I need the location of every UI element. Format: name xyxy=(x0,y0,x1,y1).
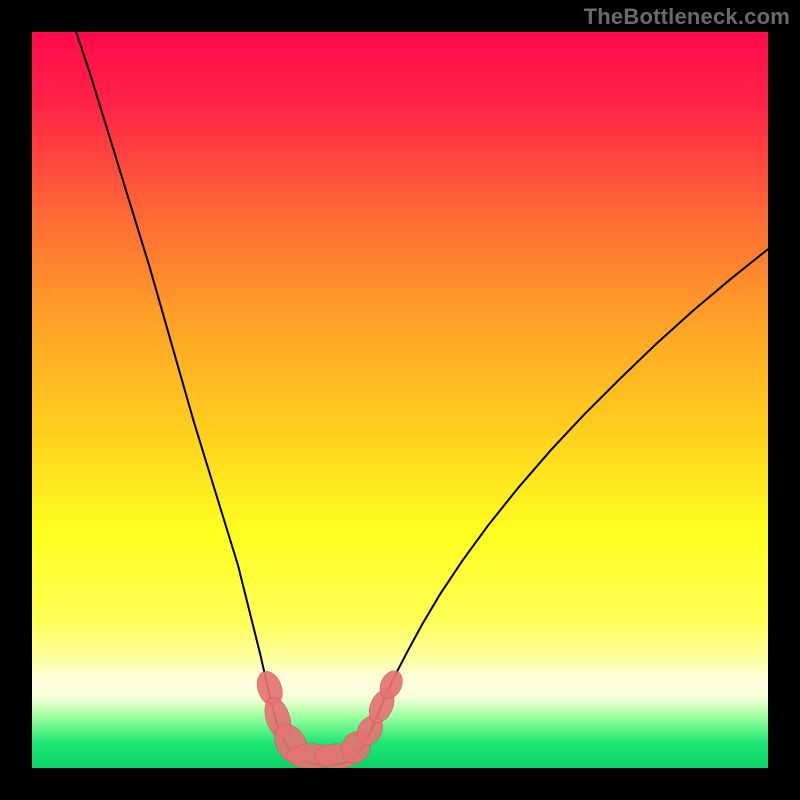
plot-area xyxy=(32,32,768,768)
watermark-text: TheBottleneck.com xyxy=(584,4,790,30)
chart-frame: TheBottleneck.com xyxy=(0,0,800,800)
gradient-background xyxy=(32,32,768,768)
chart-svg xyxy=(32,32,768,768)
